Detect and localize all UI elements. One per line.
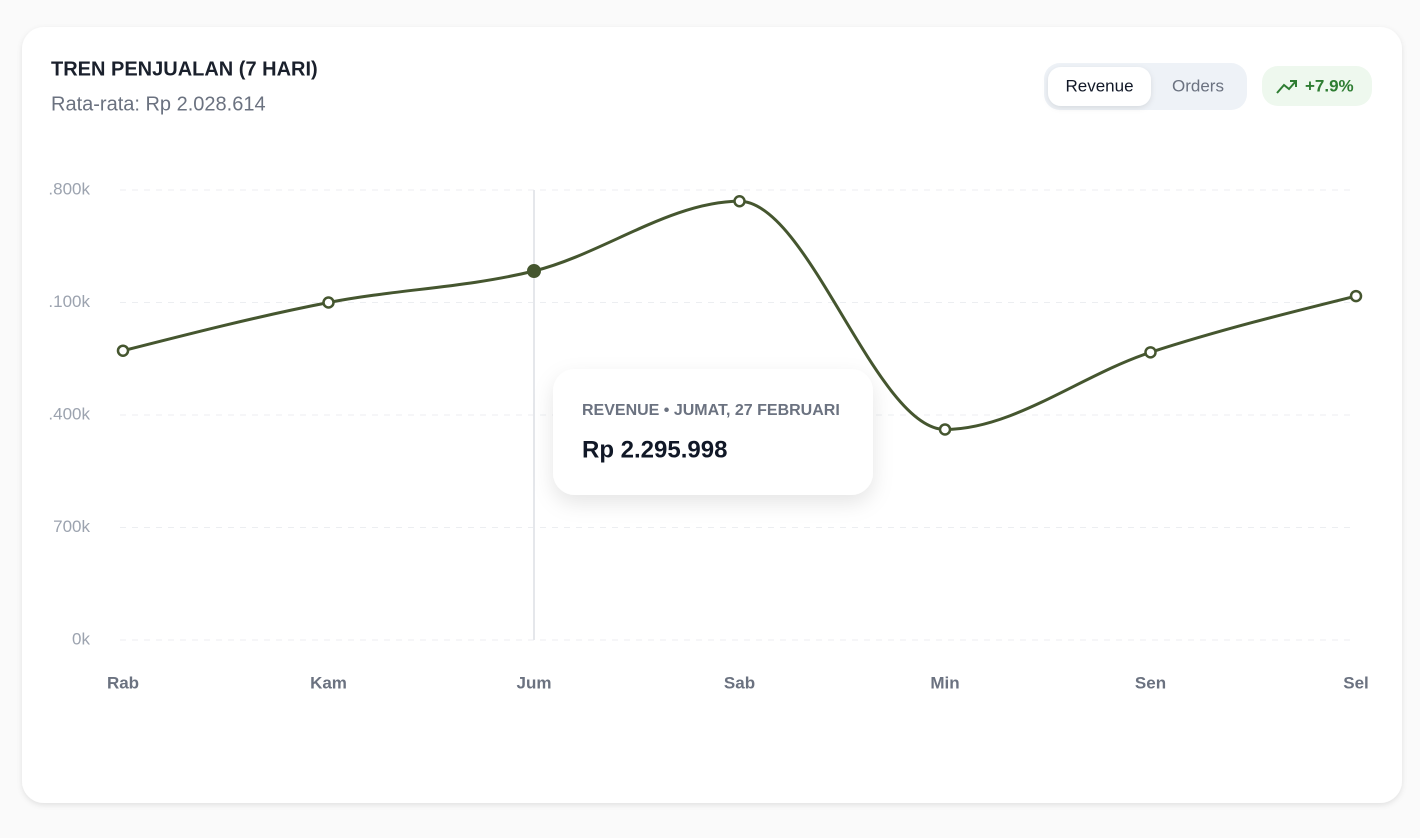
y-tick-label: 2.800k <box>39 179 91 198</box>
x-tick-label: Min <box>930 673 959 692</box>
chart-subtitle: Rata-rata: Rp 2.028.614 <box>51 93 266 115</box>
point <box>322 296 335 309</box>
tooltip-label: REVENUE • JUMAT, 27 FEBRUARI <box>582 402 840 419</box>
y-tick-label: 0k <box>72 629 90 648</box>
point <box>938 423 952 436</box>
y-tick-label: 700k <box>53 517 90 536</box>
x-tick-label: Sen <box>1135 673 1166 692</box>
point <box>1349 289 1363 303</box>
x-tick-label: Sel <box>1343 673 1369 692</box>
x-tick-label: Jum <box>517 673 552 692</box>
chart-title: TREN PENJUALAN (7 HARI) <box>51 58 318 80</box>
tooltip: REVENUE • JUMAT, 27 FEBRUARI Rp 2.295.99… <box>553 369 873 495</box>
active-point <box>527 264 541 279</box>
tooltip-box <box>553 369 873 495</box>
x-tick-label: Rab <box>107 673 139 692</box>
y-tick-label: 1.400k <box>39 404 91 423</box>
trend-icon-arrow <box>1290 80 1297 87</box>
x-tick-label: Kam <box>310 673 347 692</box>
toggle-orders-label[interactable]: Orders <box>1172 76 1224 95</box>
point <box>733 195 746 208</box>
trend-icon <box>1276 80 1297 94</box>
tooltip-value: Rp 2.295.998 <box>582 436 727 463</box>
toggle-revenue-label[interactable]: Revenue <box>1065 76 1133 95</box>
y-tick-label: 2.100k <box>39 292 91 311</box>
x-tick-label: Sab <box>724 673 755 692</box>
point <box>1144 346 1157 359</box>
trend-value: +7.9% <box>1305 76 1354 95</box>
toggle-revenue[interactable] <box>1048 67 1151 106</box>
trend-badge <box>1262 66 1372 106</box>
y-axis-labels: 0k 700k 1.400k 2.100k 2.800k <box>39 179 91 648</box>
point <box>116 344 130 357</box>
